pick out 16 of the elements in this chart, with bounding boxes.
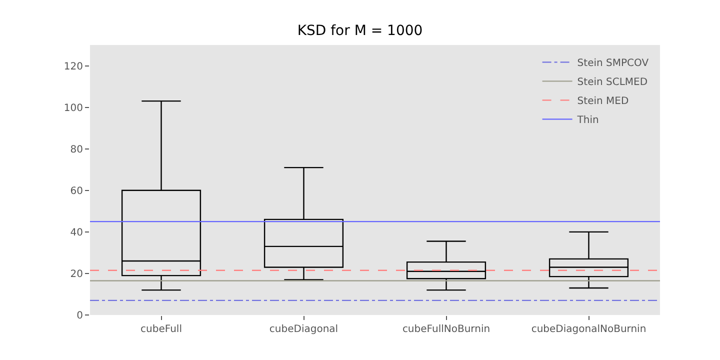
y-tick-label: 40 (70, 227, 83, 238)
y-tick-label: 20 (70, 268, 83, 280)
legend-label: Stein SCLMED (577, 77, 648, 88)
legend-label: Thin (576, 115, 599, 126)
legend-label: Stein MED (577, 96, 629, 108)
x-tick-label: cubeDiagonalNoBurnin (531, 324, 646, 335)
y-tick-label: 60 (70, 186, 83, 197)
y-tick-label: 0 (76, 310, 83, 322)
y-tick-label: 120 (64, 61, 83, 72)
y-tick-label: 100 (64, 102, 83, 114)
x-tick-label: cubeFull (140, 324, 182, 335)
legend-label: Stein SMPCOV (577, 58, 649, 70)
x-tick-label: cubeDiagonal (269, 324, 338, 335)
chart-title: KSD for M = 1000 (297, 23, 423, 39)
x-tick-label: cubeFullNoBurnin (402, 324, 490, 335)
y-tick-label: 80 (70, 144, 83, 156)
